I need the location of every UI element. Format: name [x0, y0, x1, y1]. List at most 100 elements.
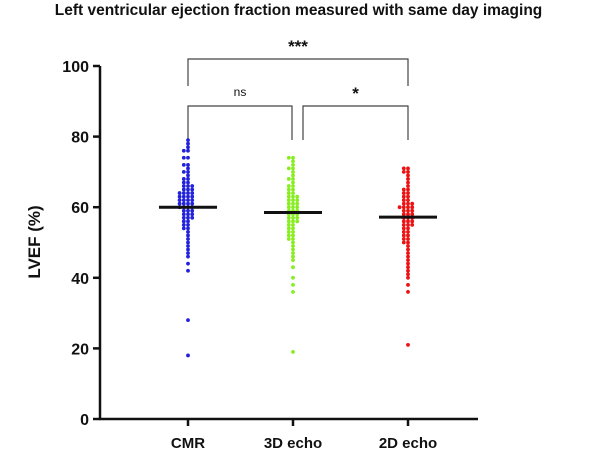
data-point [401, 166, 406, 171]
data-point [406, 240, 410, 245]
data-point [286, 155, 291, 160]
data-point [177, 201, 182, 206]
data-point [406, 258, 410, 263]
data-point [291, 177, 295, 181]
data-point [291, 191, 295, 195]
data-point [186, 187, 190, 192]
data-point [401, 237, 406, 241]
data-point [186, 148, 190, 153]
data-point [406, 251, 410, 255]
data-point [291, 166, 295, 171]
data-point [286, 237, 291, 241]
data-point [186, 233, 190, 238]
data-point [186, 247, 190, 252]
x-categories: CMR 3D echo 2D echo [171, 419, 437, 451]
data-point [181, 215, 186, 220]
data-point [186, 173, 190, 178]
data-point [181, 201, 186, 206]
data-point [401, 187, 406, 192]
data-point [406, 187, 410, 192]
data-point [186, 162, 190, 167]
data-point [401, 240, 406, 245]
data-point [406, 226, 410, 231]
data-point [291, 215, 295, 220]
data-point [186, 212, 190, 217]
data-point [291, 184, 295, 188]
data-point [186, 201, 190, 206]
data-point [410, 201, 415, 206]
data-point [401, 233, 406, 238]
y-tick-label: 20 [71, 341, 89, 358]
data-point [401, 219, 406, 224]
data-point [291, 233, 295, 238]
axes: LVEF (%) [25, 66, 478, 421]
data-point [181, 226, 186, 231]
data-point [186, 219, 190, 224]
data-point [181, 155, 186, 160]
significance-label: *** [288, 37, 308, 56]
data-point [406, 244, 410, 248]
data-point [401, 191, 406, 195]
data-point [291, 162, 295, 167]
data-point [190, 215, 195, 220]
data-point [181, 148, 186, 153]
data-point [186, 198, 190, 203]
data-point [291, 198, 295, 203]
data-point [186, 240, 190, 245]
data-point [286, 191, 291, 195]
data-point [291, 222, 295, 227]
data-point [291, 155, 295, 160]
data-point [286, 201, 291, 206]
y-tick-label: 100 [62, 59, 89, 76]
data-point [406, 275, 410, 280]
y-tick-label: 60 [71, 200, 89, 217]
data-point [181, 208, 186, 213]
data-point [186, 155, 190, 160]
data-point [291, 244, 295, 248]
data-point [406, 272, 410, 277]
data-point [410, 208, 415, 213]
data-point [406, 177, 410, 181]
data-point [406, 201, 410, 206]
data-point [186, 244, 190, 248]
y-axis-title: LVEF (%) [25, 205, 44, 278]
data-point [406, 173, 410, 178]
data-point [186, 261, 190, 266]
data-point [181, 184, 186, 188]
data-point [406, 222, 410, 227]
data-point [291, 275, 295, 280]
data-point [190, 191, 195, 195]
data-point [401, 230, 406, 234]
data-point [190, 208, 195, 213]
data-point [406, 219, 410, 224]
data-point [286, 198, 291, 203]
data-point [401, 212, 406, 217]
data-point [286, 187, 291, 192]
data-point [186, 318, 190, 323]
data-point [190, 184, 195, 188]
data-point [406, 205, 410, 210]
significance-label: ns [234, 85, 247, 99]
data-point [181, 212, 186, 217]
data-point [186, 170, 190, 174]
data-point [186, 226, 190, 231]
data-point [291, 290, 295, 294]
data-point [177, 194, 182, 199]
data-point [295, 219, 300, 224]
data-point [286, 184, 291, 188]
data-point [181, 191, 186, 195]
data-point [291, 237, 295, 241]
data-point [186, 237, 190, 241]
data-point [406, 194, 410, 199]
data-point [401, 222, 406, 227]
data-point [291, 219, 295, 224]
data-point [186, 222, 190, 227]
data-point [190, 212, 195, 217]
data-point [291, 194, 295, 199]
data-point [286, 205, 291, 210]
data-point [406, 208, 410, 213]
data-point [186, 194, 190, 199]
x-category-label: 2D echo [379, 435, 437, 451]
data-point [406, 166, 410, 171]
